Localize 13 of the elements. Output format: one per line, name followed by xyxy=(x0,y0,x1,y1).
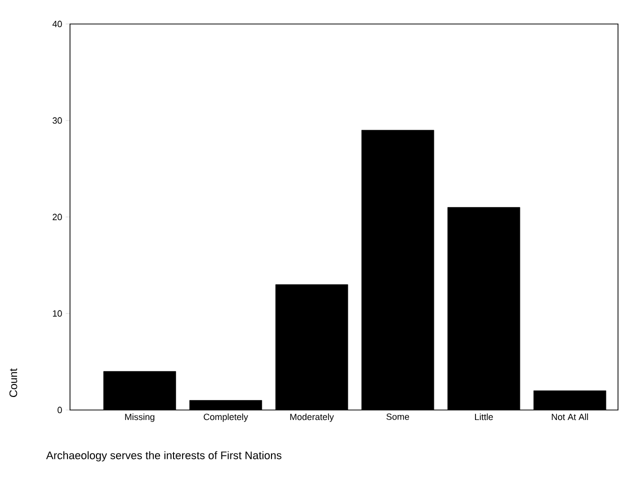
x-tick-label: Missing xyxy=(125,414,154,422)
y-tick-label: 0 xyxy=(58,406,62,414)
y-tick-label: 30 xyxy=(52,117,62,124)
x-axis-title: Archaeology serves the interests of First Nations xyxy=(46,451,282,462)
x-tick-label: Moderately xyxy=(290,414,334,422)
x-tick-label: Completely xyxy=(204,414,248,422)
y-tick-label: 20 xyxy=(52,214,62,220)
x-tick-label: Some xyxy=(386,414,410,420)
y-tick-label: 40 xyxy=(52,20,62,28)
y-axis-title: Count xyxy=(9,368,18,398)
x-tick-label: Not At All xyxy=(552,414,588,420)
y-tick-label: 10 xyxy=(52,310,62,317)
x-tick-label: Little xyxy=(475,414,493,420)
